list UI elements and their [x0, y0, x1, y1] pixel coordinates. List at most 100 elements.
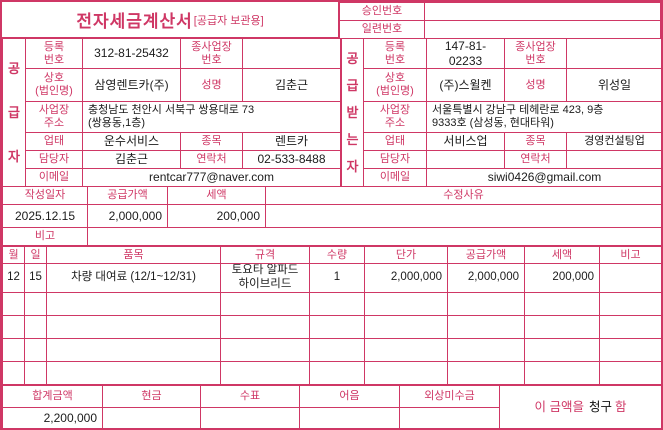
supplier-email-label: 이메일 [25, 168, 83, 187]
item-header-month: 월 [2, 246, 25, 264]
supplier-corp-label: 상호 (법인명) [25, 68, 83, 102]
buyer-corp-value: (주)스윌켄 [426, 68, 505, 102]
cash-label: 현금 [102, 385, 201, 408]
cash-value [102, 407, 201, 428]
item-qty: 1 [309, 263, 365, 293]
item-supply-amount: 2,000,000 [447, 263, 525, 293]
item-row-empty [2, 338, 661, 362]
party-section: 공급자 등록 번호 312-81-25432 종사업장 번호 상호 (법인명) … [2, 38, 661, 187]
buyer-phone-label: 연락처 [504, 150, 567, 169]
approval-table: 승인번호 일련번호 [339, 2, 661, 39]
summary-section: 작성일자 공급가액 세액 수정사유 2025.12.15 2,000,000 2… [2, 186, 661, 246]
header-row: 전자세금계산서 [공급자 보관용] 승인번호 일련번호 [2, 2, 661, 39]
item-row: 12 15 차량 대여료 (12/1~12/31) 토요타 알파드 하이브리드 … [2, 263, 661, 293]
item-header-description: 품목 [46, 246, 221, 264]
check-value [200, 407, 300, 428]
supplier-section: 공급자 등록 번호 312-81-25432 종사업장 번호 상호 (법인명) … [2, 38, 341, 187]
credit-receivable-value [399, 407, 500, 428]
buyer-person-value [426, 150, 505, 169]
invoice-title-cell: 전자세금계산서 [공급자 보관용] [2, 2, 339, 38]
supplier-subbiz-value [242, 38, 341, 69]
item-header-spec: 규격 [220, 246, 310, 264]
buyer-subbiz-value [566, 38, 661, 69]
serial-number-label: 일련번호 [339, 20, 425, 39]
supplier-ceo-value: 김춘근 [242, 68, 341, 102]
promissory-note-value [299, 407, 400, 428]
supplier-party-label-cell: 공급자 [2, 38, 26, 187]
item-description: 차량 대여료 (12/1~12/31) [46, 263, 221, 293]
check-label: 수표 [200, 385, 300, 408]
buyer-subbiz-label: 종사업장 번호 [504, 38, 567, 69]
buyer-corp-label: 상호 (법인명) [363, 68, 427, 102]
issue-date-label: 작성일자 [2, 186, 88, 205]
tax-amount-label: 세액 [167, 186, 266, 205]
item-day: 15 [24, 263, 47, 293]
item-header-supply-amount: 공급가액 [447, 246, 525, 264]
supplier-corp-value: 삼영렌트카(주) [82, 68, 181, 102]
item-header-remarks: 비고 [599, 246, 661, 264]
item-row-empty [2, 361, 661, 385]
buyer-party-label: 공급받는자 [346, 51, 359, 174]
buyer-reg-value: 147-81-02233 [426, 38, 505, 69]
buyer-email-label: 이메일 [363, 168, 427, 187]
item-header-day: 일 [24, 246, 47, 264]
buyer-bizitem-label: 종목 [504, 132, 567, 151]
item-tax: 200,000 [524, 263, 600, 293]
supplier-bizitem-value: 렌트카 [242, 132, 341, 151]
item-row-empty [2, 292, 661, 316]
supplier-person-label: 담당자 [25, 150, 83, 169]
item-remarks [599, 263, 661, 293]
tax-amount-value: 200,000 [167, 204, 266, 228]
buyer-phone-value [566, 150, 661, 169]
buyer-biztype-label: 업태 [363, 132, 427, 151]
approval-number-label: 승인번호 [339, 2, 425, 21]
supplier-subbiz-label: 종사업장 번호 [180, 38, 243, 69]
buyer-section: 공급받는자 등록 번호 147-81-02233 종사업장 번호 상호 (법인명… [341, 38, 661, 187]
buyer-biztype-value: 서비스업 [426, 132, 505, 151]
billing-statement: 이 금액을 청구 함 [499, 385, 661, 428]
supplier-email-value: rentcar777@naver.com [82, 168, 341, 187]
buyer-bizitem-value: 경영컨설팅업 [566, 132, 661, 151]
promissory-note-label: 어음 [299, 385, 400, 408]
item-header-qty: 수량 [309, 246, 365, 264]
credit-receivable-label: 외상미수금 [399, 385, 500, 408]
billing-statement-post: 함 [614, 399, 627, 414]
buyer-ceo-label: 성명 [504, 68, 567, 102]
totals-section: 합계금액 현금 수표 어음 외상미수금 이 금액을 청구 함 2,200,000 [2, 385, 661, 428]
issue-date-value: 2025.12.15 [2, 204, 88, 228]
supplier-reg-label: 등록 번호 [25, 38, 83, 69]
item-month: 12 [2, 263, 25, 293]
buyer-ceo-value: 위성일 [566, 68, 661, 102]
buyer-reg-label: 등록 번호 [363, 38, 427, 69]
revision-reason-value [265, 204, 661, 228]
supplier-bizitem-label: 종목 [180, 132, 243, 151]
supplier-address-value: 충청남도 천안시 서북구 쌍용대로 73 (쌍용동,1층) [82, 101, 341, 133]
serial-number-value [424, 20, 661, 39]
remarks-value [87, 227, 661, 246]
invoice-title-suffix: [공급자 보관용] [193, 14, 264, 27]
supplier-address-label: 사업장 주소 [25, 101, 83, 133]
supply-amount-label: 공급가액 [87, 186, 168, 205]
remarks-label: 비고 [2, 227, 88, 246]
buyer-person-label: 담당자 [363, 150, 427, 169]
invoice-title: 전자세금계산서 [76, 12, 193, 31]
supplier-ceo-label: 성명 [180, 68, 243, 102]
supplier-party-label: 공급자 [8, 60, 20, 164]
billing-statement-pre: 이 금액을 [534, 399, 584, 414]
total-amount-value: 2,200,000 [2, 407, 103, 428]
item-unit-price: 2,000,000 [364, 263, 448, 293]
supplier-biztype-label: 업태 [25, 132, 83, 151]
item-header-tax: 세액 [524, 246, 600, 264]
supply-amount-value: 2,000,000 [87, 204, 168, 228]
total-amount-label: 합계금액 [2, 385, 103, 408]
supplier-person-value: 김춘근 [82, 150, 181, 169]
supplier-phone-value: 02-533-8488 [242, 150, 341, 169]
supplier-reg-value: 312-81-25432 [82, 38, 181, 69]
items-table: 월 일 품목 규격 수량 단가 공급가액 세액 비고 12 15 차량 대여료 … [2, 246, 661, 385]
billing-method: 청구 [588, 399, 612, 414]
buyer-address-value: 서울특별시 강남구 테헤란로 423, 9층 9333호 (삼성동, 현대타워) [426, 101, 661, 133]
supplier-biztype-value: 운수서비스 [82, 132, 181, 151]
buyer-party-label-cell: 공급받는자 [341, 38, 364, 187]
item-row-empty [2, 315, 661, 339]
